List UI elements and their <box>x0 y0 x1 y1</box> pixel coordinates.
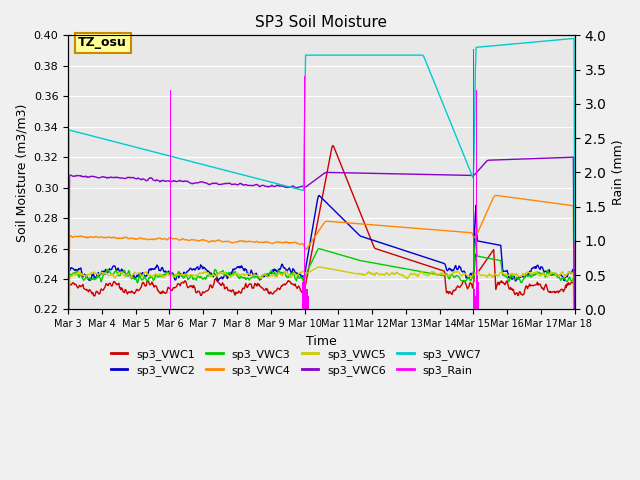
Bar <box>473 49 474 310</box>
Title: SP3 Soil Moisture: SP3 Soil Moisture <box>255 15 387 30</box>
Bar <box>474 289 475 310</box>
Bar <box>306 289 307 310</box>
Bar <box>303 275 304 310</box>
Bar <box>304 76 305 310</box>
Y-axis label: Rain (mm): Rain (mm) <box>612 140 625 205</box>
Bar <box>308 302 310 310</box>
Bar <box>477 275 478 310</box>
Bar <box>170 90 171 310</box>
Bar <box>305 282 306 310</box>
Bar <box>478 282 479 310</box>
X-axis label: Time: Time <box>306 335 337 348</box>
Text: TZ_osu: TZ_osu <box>78 36 127 49</box>
Bar <box>475 296 476 310</box>
Bar <box>307 289 308 310</box>
Y-axis label: Soil Moisture (m3/m3): Soil Moisture (m3/m3) <box>15 103 28 241</box>
Bar <box>171 275 172 310</box>
Legend: sp3_VWC1, sp3_VWC2, sp3_VWC3, sp3_VWC4, sp3_VWC5, sp3_VWC6, sp3_VWC7, sp3_Rain: sp3_VWC1, sp3_VWC2, sp3_VWC3, sp3_VWC4, … <box>106 345 486 381</box>
Bar <box>476 90 477 310</box>
